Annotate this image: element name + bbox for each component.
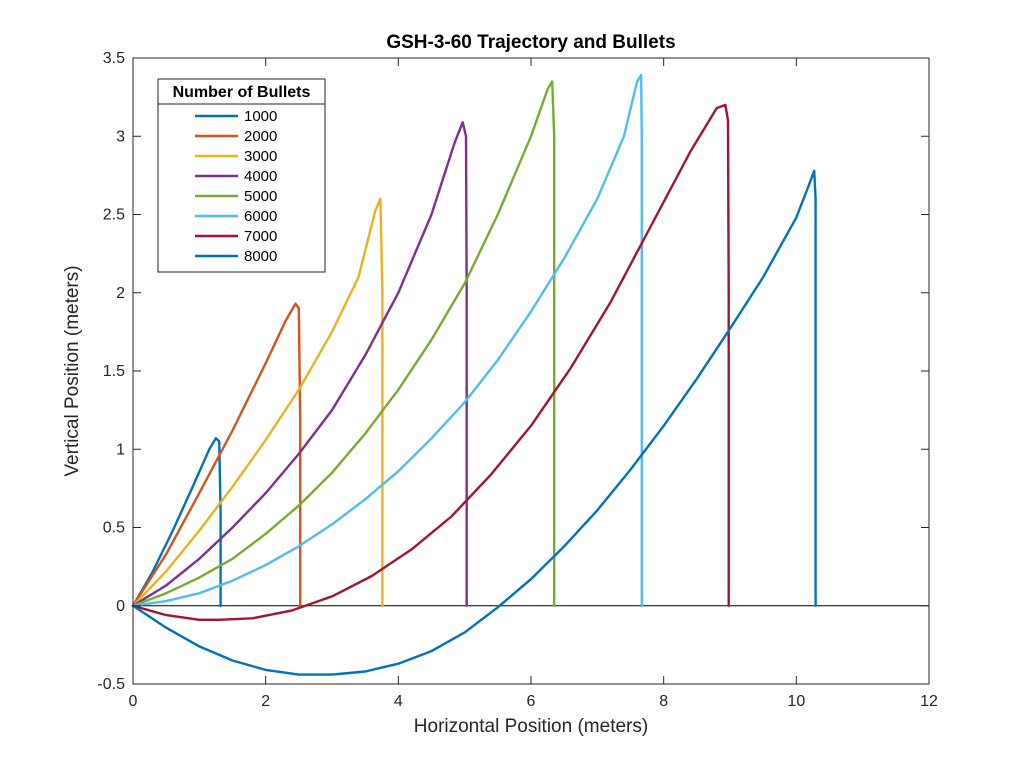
- x-tick-label: 6: [527, 693, 536, 710]
- x-tick-label: 4: [394, 693, 403, 710]
- x-axis-label: Horizontal Position (meters): [414, 716, 648, 737]
- legend: Number of Bullets 1000 2000 3000 4000 5000 60…: [157, 78, 326, 273]
- series-group: [131, 74, 817, 676]
- legend-label-2000: 2000: [244, 128, 277, 145]
- legend-label-3000: 3000: [244, 148, 277, 165]
- series-line-5000: [131, 80, 556, 607]
- x-tick-label: 2: [261, 693, 270, 710]
- y-tick-label: -0.5: [97, 676, 125, 693]
- series-line-4000: [131, 121, 468, 607]
- legend-label-7000: 7000: [244, 228, 277, 245]
- legend-label-6000: 6000: [244, 208, 277, 225]
- series-line-3000: [131, 197, 384, 607]
- y-tick-label: 3: [116, 128, 125, 145]
- legend-items: 1000 2000 3000 4000 5000 6000 7000 8000: [195, 108, 277, 265]
- y-tick-label: 2: [116, 285, 125, 302]
- y-tick-label: 2.5: [103, 207, 125, 224]
- y-tick-label: 0.5: [103, 520, 125, 537]
- legend-label-4000: 4000: [244, 168, 277, 185]
- series-line-6000: [131, 74, 643, 607]
- legend-label-5000: 5000: [244, 188, 277, 205]
- y-tick-label: 3.5: [103, 50, 125, 67]
- series-line-1000: [131, 437, 222, 607]
- chart-title: GSH-3-60 Trajectory and Bullets: [386, 32, 675, 53]
- x-tick-label: 10: [787, 693, 805, 710]
- x-tick-label: 8: [659, 693, 668, 710]
- series-line-2000: [131, 302, 302, 607]
- x-tick-label: 12: [920, 693, 938, 710]
- y-tick-label: 1.5: [103, 363, 125, 380]
- series-line-7000: [131, 103, 730, 621]
- legend-label-8000: 8000: [244, 248, 277, 265]
- legend-label-1000: 1000: [244, 108, 277, 125]
- x-tick-label: 0: [129, 693, 138, 710]
- series-line-8000: [131, 169, 817, 676]
- y-tick-label: 1: [116, 441, 125, 458]
- legend-title: Number of Bullets: [173, 84, 311, 101]
- y-tick-label: 0: [116, 598, 125, 615]
- ticks-group: 0 2 4 6 8 10 12-0.500.511.522.533.5: [97, 50, 938, 710]
- legend-box: [157, 78, 326, 273]
- y-axis-label: Vertical Position (meters): [62, 265, 83, 476]
